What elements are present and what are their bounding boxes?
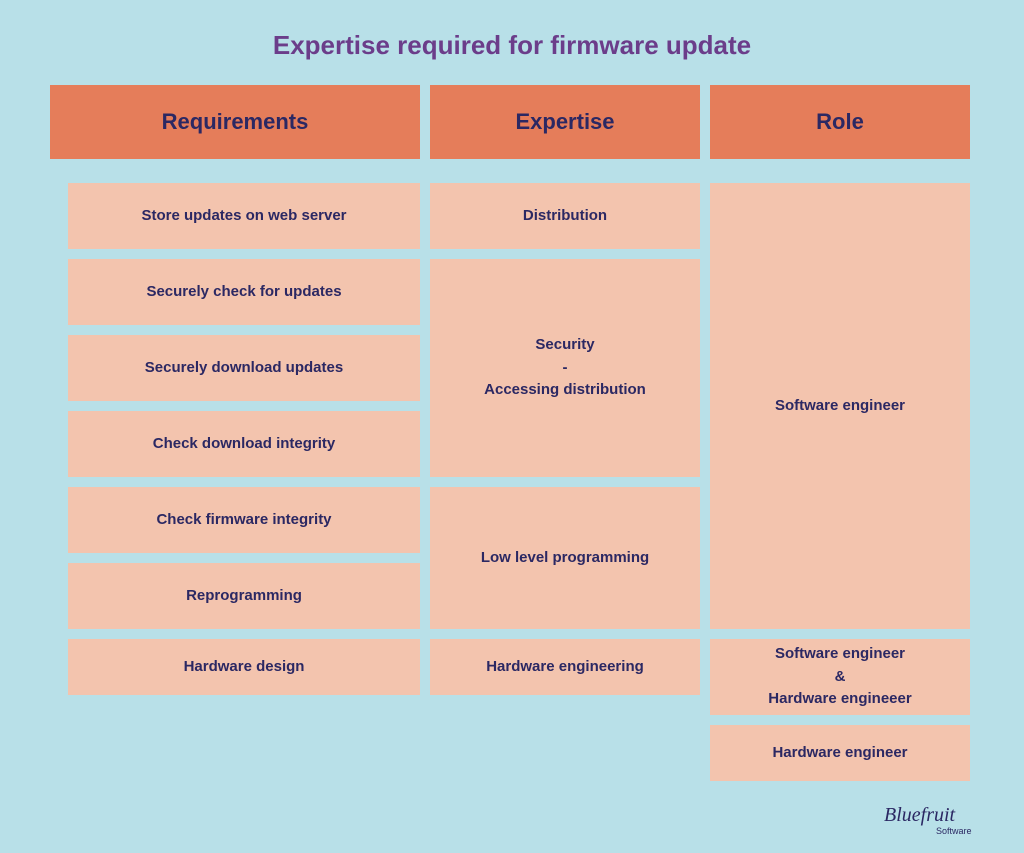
column-header-role: Role xyxy=(710,85,970,159)
requirement-cell: Check download integrity xyxy=(68,411,420,477)
expertise-table: Requirements Expertise Role Store update… xyxy=(50,85,974,781)
logo-sub-text: Software xyxy=(936,826,972,836)
expertise-cell: Hardware engineering xyxy=(430,639,700,695)
requirement-cell: Securely download updates xyxy=(68,335,420,401)
role-cell: Software engineer xyxy=(710,183,970,629)
requirement-cell: Reprogramming xyxy=(68,563,420,629)
column-header-requirements: Requirements xyxy=(50,85,420,159)
column-header-expertise: Expertise xyxy=(430,85,700,159)
expertise-column: Distribution Security-Accessing distribu… xyxy=(430,183,700,781)
requirement-cell: Hardware design xyxy=(68,639,420,695)
requirement-cell: Check firmware integrity xyxy=(68,487,420,553)
brand-logo: Bluefruit Software xyxy=(874,799,994,839)
requirements-column: Store updates on web server Securely che… xyxy=(50,183,420,781)
role-cell: Software engineer&Hardware engineeer xyxy=(710,639,970,715)
requirement-cell: Store updates on web server xyxy=(68,183,420,249)
role-column: Software engineer Software engineer&Hard… xyxy=(710,183,970,781)
page-title: Expertise required for firmware update xyxy=(50,30,974,61)
expertise-cell: Security-Accessing distribution xyxy=(430,259,700,477)
role-cell: Hardware engineer xyxy=(710,725,970,781)
expertise-cell: Low level programming xyxy=(430,487,700,629)
requirement-cell: Securely check for updates xyxy=(68,259,420,325)
logo-brand-text: Bluefruit xyxy=(884,804,956,826)
expertise-cell: Distribution xyxy=(430,183,700,249)
